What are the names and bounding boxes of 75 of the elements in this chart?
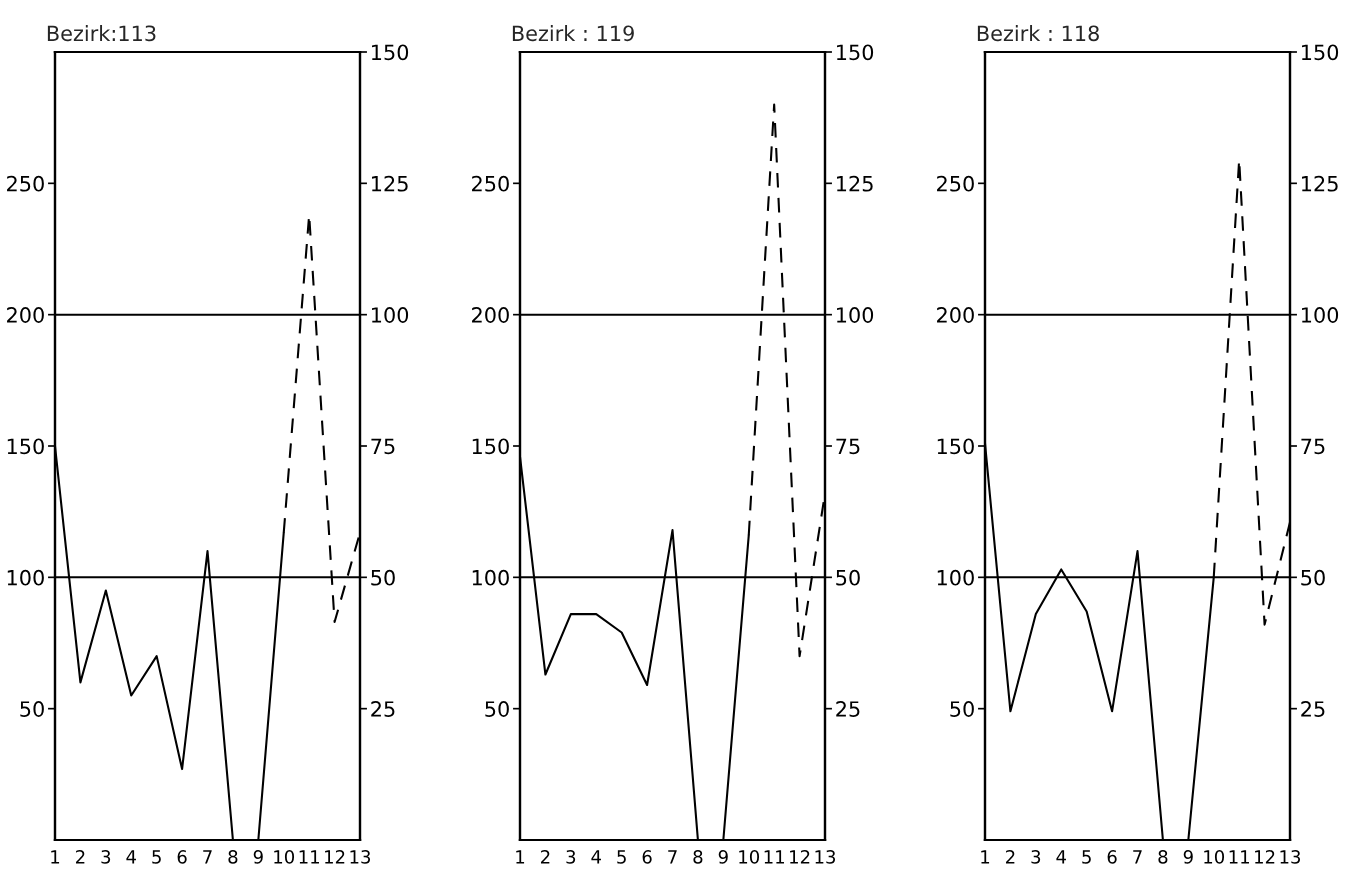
y2-tick-label: 125 xyxy=(372,175,408,192)
y-tick-label: 100 xyxy=(937,569,974,586)
x-tick-label: 1 xyxy=(516,850,525,864)
y-tick-label: 50 xyxy=(485,701,509,717)
y-tick-label: 100 xyxy=(7,569,44,586)
x-tick-label: 7 xyxy=(203,850,212,864)
y2-tick-label: 75 xyxy=(1301,438,1325,455)
x-tick-label: 13 xyxy=(350,850,371,864)
y2-tick-label: 25 xyxy=(836,701,860,717)
x-tick-label: 8 xyxy=(1158,850,1168,864)
x-tick-label: 7 xyxy=(668,850,677,864)
y-tick-label: 200 xyxy=(7,307,44,323)
x-tick-label: 5 xyxy=(1082,850,1091,864)
y2-tick-label: 100 xyxy=(1302,307,1339,323)
chart-title: Bezirk : 118 xyxy=(977,25,1099,42)
x-tick-label: 13 xyxy=(815,850,836,864)
y2-tick-label: 150 xyxy=(837,44,874,61)
y-tick-label: 150 xyxy=(937,438,974,455)
y2-tick-label: 150 xyxy=(372,44,409,61)
y2-tick-label: 50 xyxy=(836,569,860,586)
y2-tick-label: 125 xyxy=(1302,175,1338,192)
x-tick-label: 10 xyxy=(1204,850,1225,864)
y2-tick-label: 75 xyxy=(836,438,860,455)
x-tick-label: 12 xyxy=(1255,850,1275,864)
x-tick-label: 5 xyxy=(617,850,626,864)
y2-tick-label: 150 xyxy=(1302,44,1339,61)
x-tick-label: 8 xyxy=(693,850,703,864)
x-tick-label: 2 xyxy=(76,850,85,864)
y2-tick-label: 75 xyxy=(371,438,395,455)
x-tick-label: 6 xyxy=(1107,850,1117,864)
x-tick-label: 7 xyxy=(1133,850,1142,864)
x-tick-label: 1 xyxy=(51,850,60,864)
x-tick-label: 8 xyxy=(228,850,238,864)
chart-title: Bezirk:113 xyxy=(47,25,156,42)
y-tick-label: 50 xyxy=(20,701,44,717)
x-tick-label: 1 xyxy=(981,850,990,864)
x-tick-label: 10 xyxy=(739,850,760,864)
y2-tick-label: 50 xyxy=(1301,569,1325,586)
x-tick-label: 3 xyxy=(1031,850,1041,864)
y-tick-label: 50 xyxy=(950,701,974,717)
x-tick-label: 12 xyxy=(790,850,810,864)
x-tick-label: 3 xyxy=(566,850,576,864)
y-tick-label: 250 xyxy=(937,175,974,192)
y-tick-label: 250 xyxy=(7,175,44,192)
y2-tick-label: 100 xyxy=(837,307,874,323)
x-tick-label: 2 xyxy=(541,850,550,864)
x-tick-label: 9 xyxy=(1183,850,1193,864)
x-tick-label: 6 xyxy=(177,850,187,864)
x-tick-label: 3 xyxy=(101,850,111,864)
y2-tick-label: 25 xyxy=(1301,701,1325,717)
x-tick-label: 11 xyxy=(1229,850,1249,864)
x-tick-label: 11 xyxy=(299,850,319,864)
x-tick-label: 5 xyxy=(152,850,161,864)
y-tick-label: 100 xyxy=(472,569,509,586)
y-tick-label: 150 xyxy=(472,438,509,455)
y2-tick-label: 100 xyxy=(372,307,409,323)
y-tick-label: 200 xyxy=(937,307,974,323)
x-tick-label: 10 xyxy=(274,850,295,864)
x-tick-label: 9 xyxy=(253,850,263,864)
y-tick-label: 150 xyxy=(7,438,44,455)
y-tick-label: 250 xyxy=(472,175,509,192)
y2-tick-label: 25 xyxy=(371,701,395,717)
x-tick-label: 4 xyxy=(1056,850,1066,864)
x-tick-label: 12 xyxy=(325,850,345,864)
x-tick-label: 6 xyxy=(642,850,652,864)
x-tick-label: 9 xyxy=(718,850,728,864)
chart-title: Bezirk : 119 xyxy=(512,25,634,42)
y2-tick-label: 50 xyxy=(371,569,395,586)
x-tick-label: 4 xyxy=(591,850,601,864)
x-tick-label: 11 xyxy=(764,850,784,864)
y2-tick-label: 125 xyxy=(837,175,873,192)
x-tick-label: 4 xyxy=(126,850,136,864)
x-tick-label: 2 xyxy=(1006,850,1015,864)
y-tick-label: 200 xyxy=(472,307,509,323)
x-tick-label: 13 xyxy=(1280,850,1301,864)
